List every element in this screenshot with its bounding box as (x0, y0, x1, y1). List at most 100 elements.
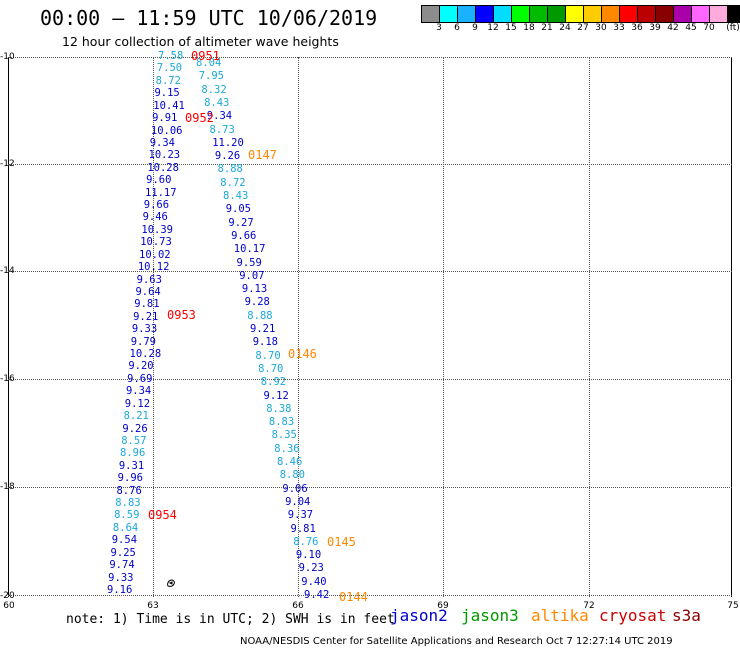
wave-height-value: 11.17 (144, 186, 177, 199)
wave-height-value: 9.69 (127, 372, 153, 385)
color-scale-label: 18 (523, 23, 535, 33)
wave-height-value: 9.64 (135, 285, 161, 298)
footnote: note: 1) Time is in UTC; 2) SWH is in fe… (66, 612, 395, 627)
wave-height-value: 8.76 (293, 535, 319, 548)
color-swatch (656, 6, 674, 22)
wave-height-value: 9.42 (304, 589, 330, 601)
color-scale-bar (421, 5, 740, 23)
color-scale-label: 12 (487, 23, 499, 33)
wave-height-value: 8.57 (121, 434, 147, 447)
wave-height-value: 11.20 (212, 136, 244, 149)
credit-line: NOAA/NESDIS Center for Satellite Applica… (240, 636, 673, 647)
wave-height-value: 8.70 (255, 349, 281, 362)
color-swatch (602, 6, 620, 22)
color-scale-label: (ft) (726, 23, 740, 33)
wave-height-value: 10.28 (147, 161, 179, 174)
map-title: 00:00 – 11:59 UTC 10/06/2019 (40, 6, 378, 30)
lat-label: -14 (0, 266, 15, 276)
wave-height-value: 10.23 (148, 149, 181, 162)
color-scale-label: 42 (667, 23, 679, 33)
wave-height-value: 8.88 (247, 309, 273, 322)
wave-height-value: 9.59 (236, 256, 262, 269)
pass-label: 0953 (167, 308, 196, 322)
pass-label: 0146 (288, 347, 317, 361)
island-coastline-icon (167, 579, 175, 587)
wave-height-value: 9.63 (136, 273, 162, 286)
wave-height-value: 9.34 (206, 110, 233, 123)
lon-label: 72 (583, 601, 595, 611)
color-swatch (440, 6, 458, 22)
color-swatch (494, 6, 512, 22)
pass-label: 0954 (148, 508, 177, 522)
wave-height-value: 9.26 (214, 150, 241, 163)
color-scale-label: 70 (703, 23, 715, 33)
color-scale-label: 3 (436, 23, 442, 33)
lon-label: 75 (727, 601, 739, 611)
wave-height-value: 8.92 (260, 376, 287, 389)
wave-height-value: 8.36 (274, 442, 300, 455)
lon-label: 63 (147, 601, 159, 611)
latitude-gridline (8, 487, 732, 488)
lon-label: 60 (3, 601, 15, 611)
wave-height-value: 9.12 (124, 397, 151, 410)
wave-height-value: 8.73 (209, 123, 235, 136)
wave-height-value: 9.66 (143, 199, 170, 212)
wave-height-value: 9.37 (287, 509, 314, 522)
wave-height-value: 9.18 (252, 336, 278, 349)
wave-height-value: 9.10 (295, 549, 322, 562)
legend-cryosat: cryosat (599, 606, 667, 625)
wave-height-value: 9.23 (298, 562, 324, 575)
wave-height-value: 9.26 (122, 422, 148, 435)
wave-height-value: 9.33 (108, 571, 134, 584)
legend-s3a: s3a (672, 606, 701, 625)
wave-height-value: 9.06 (282, 482, 308, 495)
latitude-gridline (8, 379, 732, 380)
wave-height-value: 8.72 (220, 176, 246, 189)
wave-height-value: 9.25 (110, 546, 136, 559)
color-scale-label: 27 (577, 23, 589, 33)
wave-height-value: 8.35 (271, 429, 297, 442)
color-scale-label: 21 (541, 23, 553, 33)
color-swatch (692, 6, 710, 22)
wave-height-value: 7.58 (158, 50, 184, 62)
wave-height-value: 9.28 (244, 296, 270, 309)
wave-height-value: 10.02 (139, 248, 171, 261)
wave-height-value: 8.04 (196, 57, 222, 69)
legend-altika: altika (531, 606, 589, 625)
longitude-gridline (298, 57, 299, 597)
wave-height-value: 8.83 (115, 497, 141, 510)
wave-height-value: 10.28 (129, 348, 162, 361)
pass-label: 0951 (191, 49, 220, 63)
lat-label: -18 (0, 482, 15, 492)
color-swatch (638, 6, 656, 22)
lat-label: -10 (0, 52, 15, 62)
legend-jason3: jason3 (461, 606, 519, 625)
wave-height-value: 8.88 (217, 163, 243, 176)
color-scale-label: 36 (631, 23, 643, 33)
wave-height-value: 9.74 (109, 559, 135, 572)
longitude-gridline (153, 57, 154, 597)
wave-height-value: 8.46 (277, 456, 303, 468)
latitude-gridline (8, 164, 732, 165)
wave-height-value: 9.04 (285, 495, 311, 508)
color-swatch (584, 6, 602, 22)
wave-height-value: 8.43 (204, 96, 230, 109)
color-swatch (710, 6, 728, 22)
color-scale-label: 30 (595, 23, 607, 33)
color-scale-label: 24 (559, 23, 571, 33)
wave-height-value: 9.79 (130, 335, 157, 348)
pass-label: 0952 (185, 111, 214, 125)
wave-height-value: 9.16 (107, 584, 133, 596)
wave-height-value: 8.83 (268, 416, 295, 429)
color-swatch (566, 6, 584, 22)
color-scale-label: 39 (649, 23, 661, 33)
color-scale-label: 15 (505, 23, 517, 33)
wave-height-value: 8.70 (258, 362, 284, 375)
wave-height-value: 9.54 (111, 534, 138, 547)
longitude-gridline (589, 57, 590, 597)
wave-height-value: 9.91 (152, 112, 178, 125)
lat-label: -12 (0, 159, 15, 169)
wave-height-value: 9.07 (239, 269, 265, 282)
wave-height-value: 9.13 (241, 283, 268, 296)
wave-height-value: 9.27 (228, 216, 254, 229)
